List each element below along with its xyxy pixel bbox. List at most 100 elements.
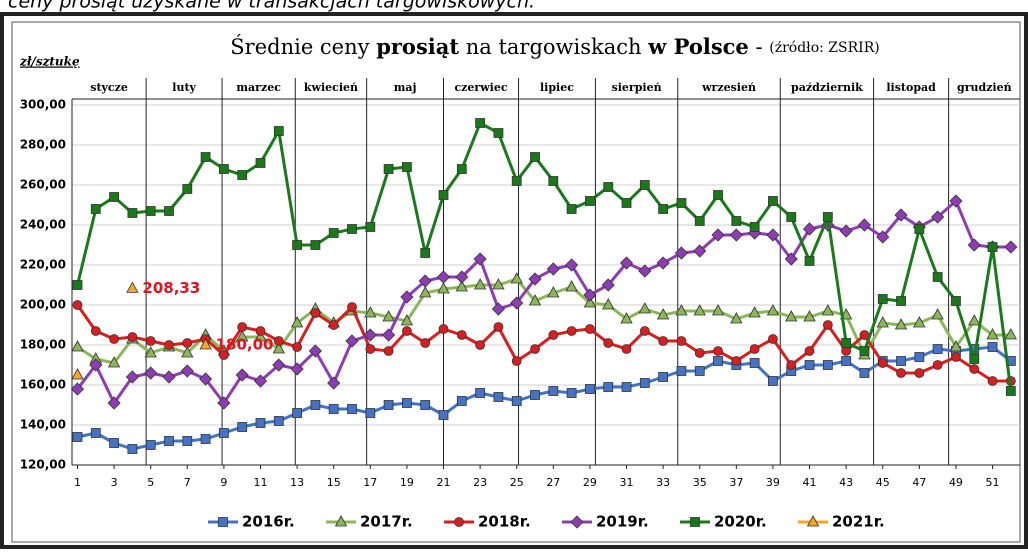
y-tick-label: 200,00	[20, 298, 66, 312]
x-tick-label: 1	[74, 476, 81, 489]
month-label: lipiec	[540, 81, 574, 94]
value-label: 208,33	[142, 279, 200, 297]
marker	[583, 296, 597, 308]
marker	[145, 440, 156, 450]
marker	[272, 342, 285, 354]
marker	[126, 281, 139, 293]
marker	[894, 318, 908, 330]
marker	[493, 128, 504, 138]
marker	[676, 198, 687, 208]
marker	[676, 366, 687, 376]
marker	[237, 422, 248, 432]
marker	[914, 352, 925, 362]
marker	[218, 350, 229, 360]
x-tick-label: 49	[949, 476, 963, 489]
marker	[200, 434, 211, 444]
marker	[859, 346, 870, 356]
marker	[365, 222, 376, 232]
title-part: prosiąt	[376, 34, 459, 59]
marker	[72, 280, 83, 290]
marker	[235, 368, 249, 382]
marker	[621, 382, 632, 392]
value-label: 180,00	[216, 336, 274, 354]
marker	[89, 358, 103, 372]
marker	[585, 196, 595, 206]
marker	[713, 356, 723, 366]
marker	[455, 280, 468, 292]
marker	[656, 256, 670, 270]
marker	[127, 444, 138, 454]
marker	[290, 316, 304, 328]
marker	[182, 436, 193, 446]
marker	[620, 312, 633, 324]
marker	[896, 356, 906, 366]
marker	[806, 515, 820, 527]
x-tick-label: 7	[184, 476, 191, 489]
marker	[859, 368, 870, 378]
marker	[71, 368, 84, 380]
marker	[896, 296, 906, 306]
marker	[237, 322, 248, 332]
marker	[968, 314, 981, 326]
marker	[841, 356, 852, 366]
marker	[565, 280, 578, 292]
marker	[693, 244, 707, 258]
marker	[418, 274, 432, 288]
marker	[144, 366, 158, 380]
marker	[510, 296, 524, 310]
x-tick-label: 35	[693, 476, 707, 489]
marker	[713, 190, 723, 200]
marker	[731, 356, 742, 366]
marker	[491, 302, 505, 316]
marker	[621, 344, 632, 354]
marker	[731, 216, 742, 226]
x-tick-label: 33	[656, 476, 670, 489]
marker	[1005, 386, 1016, 396]
month-label: sierpień	[612, 81, 662, 94]
marker	[382, 310, 395, 322]
month-label: czerwiec	[454, 81, 507, 94]
marker	[749, 358, 760, 368]
marker	[766, 228, 780, 242]
x-tick-label: 31	[620, 476, 634, 489]
marker	[987, 342, 998, 352]
marker	[530, 390, 540, 400]
y-tick-label: 140,00	[20, 418, 66, 432]
marker	[72, 432, 83, 442]
x-tick-label: 15	[327, 476, 341, 489]
marker	[473, 252, 487, 266]
y-tick-label: 240,00	[20, 218, 66, 232]
marker	[436, 270, 451, 284]
month-label: listopad	[886, 81, 936, 94]
marker	[804, 346, 815, 356]
marker	[438, 410, 449, 420]
marker	[218, 164, 229, 174]
marker	[951, 352, 961, 362]
marker	[71, 340, 84, 352]
marker	[711, 228, 725, 242]
series-line	[76, 198, 1011, 406]
series: 208,33 180,00	[71, 279, 274, 380]
marker	[437, 282, 450, 294]
marker	[290, 362, 304, 376]
marker	[621, 198, 632, 208]
marker	[327, 376, 341, 390]
marker	[107, 396, 121, 410]
marker	[949, 340, 963, 352]
marker	[511, 356, 522, 366]
marker	[90, 204, 101, 214]
marker	[72, 300, 83, 310]
title-part: na targowiskach	[459, 35, 648, 59]
marker	[180, 364, 194, 378]
marker	[530, 344, 540, 354]
marker	[969, 364, 980, 374]
x-tick-label: 21	[437, 476, 451, 489]
marker	[547, 286, 560, 298]
marker	[748, 306, 761, 318]
marker	[145, 206, 156, 216]
marker	[548, 386, 559, 396]
marker	[70, 382, 85, 396]
marker	[400, 290, 414, 304]
marker	[876, 316, 889, 328]
